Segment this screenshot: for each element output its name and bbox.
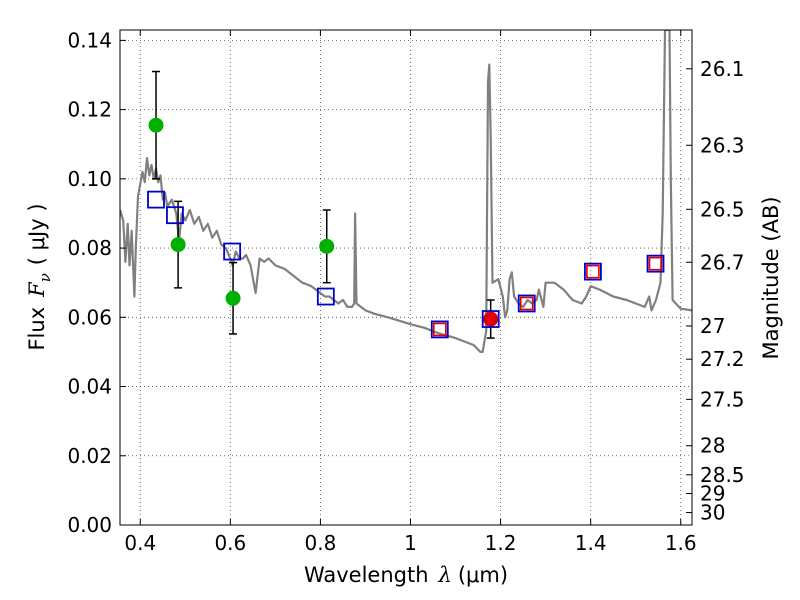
y2-axis-label: Magnitude (AB)	[759, 196, 783, 359]
y2-tick-label: 28.5	[700, 463, 745, 487]
photometry-point	[170, 237, 186, 253]
photometry-point	[319, 238, 335, 254]
y2-tick-label: 26.7	[700, 250, 745, 274]
model-flux-square	[432, 322, 447, 337]
y-tick-label: 0.14	[67, 28, 112, 52]
y2-tick-label: 28	[700, 434, 725, 458]
model-flux-square	[517, 294, 536, 313]
x-tick-label: 1	[404, 531, 417, 555]
x-tick-label: 1.2	[485, 531, 517, 555]
photometry-point	[148, 117, 164, 133]
model-flux-square	[147, 190, 165, 209]
y-tick-label: 0.10	[67, 167, 112, 191]
y-tick-label: 0.08	[67, 236, 112, 260]
y-tick-label: 0.04	[67, 375, 112, 399]
y2-tick-label: 26.3	[700, 133, 745, 157]
model-flux-square	[586, 264, 600, 279]
x-tick-label: 1.4	[575, 531, 607, 555]
plot-frame	[119, 29, 693, 526]
y-tick-label: 0.06	[67, 305, 112, 329]
model-flux-square	[519, 296, 534, 311]
y2-tick-label: 26.1	[700, 57, 745, 81]
x-tick-label: 1.6	[665, 531, 697, 555]
y-tick-label: 0.02	[67, 444, 112, 468]
axes: 0.4 0.6 0.8 1 1.2 1.4 1.6 0.00 0.02 0.04 0.06 0.08 0…	[67, 28, 744, 555]
model-flux-square	[648, 256, 663, 271]
y-tick-label: 0.00	[67, 513, 112, 537]
y-tick-label: 0.12	[67, 98, 112, 122]
x-tick-label: 0.6	[214, 531, 246, 555]
model-flux-square	[223, 242, 242, 261]
y2-tick-label: 27.5	[700, 387, 745, 411]
model-flux-square	[646, 254, 665, 273]
x-tick-label: 0.4	[124, 531, 156, 555]
y2-tick-label: 29	[700, 482, 725, 506]
y2-tick-label: 30	[700, 501, 725, 525]
y-axis-label: FluxFν( μJy )	[25, 203, 54, 350]
y2-tick-label: 26.5	[700, 197, 745, 221]
model-flux-square	[166, 206, 184, 225]
y2-tick-label: 27.2	[700, 347, 745, 371]
model-flux-square	[316, 287, 335, 306]
x-tick-label: 0.8	[305, 531, 337, 555]
x-axis-label: Wavelength λ (μm)	[304, 563, 508, 587]
model-flux-square	[430, 320, 449, 339]
model-flux-square	[481, 310, 500, 328]
photometry-point	[483, 311, 499, 327]
model-flux-square	[584, 262, 602, 281]
y2-tick-label: 27	[700, 314, 725, 338]
photometry-point	[225, 290, 241, 306]
plot-area	[120, 30, 692, 353]
